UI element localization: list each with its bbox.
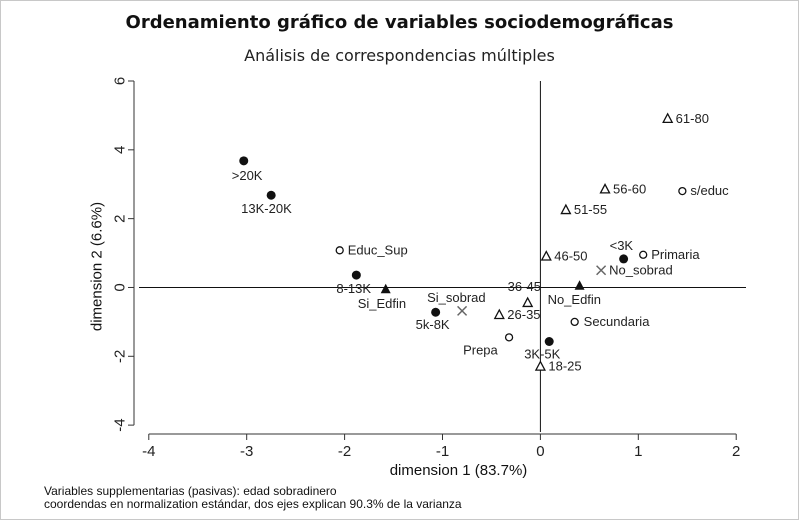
point-label: 26-35	[507, 307, 540, 322]
point-label: No_Edfin	[548, 292, 601, 307]
data-point: <3K	[610, 238, 634, 264]
data-point: 8-13K	[336, 270, 371, 296]
data-points: 61-80 >20K 13K-20K 56-60 s/educ 51-55 Educ_Sup…	[232, 111, 729, 374]
x-tick-label: 2	[732, 443, 740, 460]
x-axis-label: dimension 1 (83.7%)	[390, 462, 528, 479]
point-label: Si_sobrad	[427, 290, 486, 305]
x-tick-label: -2	[338, 443, 351, 460]
x-tick-label: -1	[436, 443, 449, 460]
data-point: Prepa	[463, 333, 514, 357]
data-point: 51-55	[560, 202, 607, 217]
point-marker	[662, 112, 674, 124]
y-tick-label: -2	[112, 350, 129, 363]
point-label: 51-55	[574, 202, 607, 217]
y-tick-label: 2	[112, 214, 129, 222]
point-label: 61-80	[676, 111, 709, 126]
x-tick-label: 1	[634, 443, 642, 460]
point-marker	[678, 186, 687, 196]
point-marker	[504, 333, 514, 342]
note-line-1: Variables supplementarias (pasivas): eda…	[44, 484, 337, 498]
axes: -4 -3 -2 -1 0 1 2 -4 -2 0 2 4 6	[112, 77, 741, 460]
data-point: 46-50	[540, 249, 588, 264]
data-point: 36-45	[508, 279, 541, 308]
point-marker	[431, 307, 441, 317]
data-point: Educ_Sup	[335, 242, 408, 257]
y-tick-label: 4	[112, 146, 129, 154]
point-label: 13K-20K	[241, 201, 292, 216]
point-label: 46-50	[554, 249, 587, 264]
data-point: 26-35	[493, 307, 541, 322]
point-marker	[493, 308, 505, 320]
point-marker	[534, 360, 546, 371]
chart-note: Variables supplementarias (pasivas): eda…	[44, 485, 462, 511]
data-point: 18-25	[534, 359, 582, 374]
point-marker	[574, 280, 585, 290]
data-point: Primaria	[639, 247, 700, 262]
point-label: 3K-5K	[524, 346, 560, 361]
x-tick-label: -3	[240, 443, 253, 460]
point-marker	[380, 283, 391, 294]
data-point: 56-60	[599, 181, 646, 196]
data-point: No_Edfin	[548, 280, 601, 307]
point-marker	[351, 270, 361, 280]
point-label: Primaria	[651, 247, 700, 262]
point-label: 5k-8K	[416, 317, 450, 332]
data-point: Si_Edfin	[358, 283, 406, 311]
point-label: Educ_Sup	[348, 242, 408, 257]
reference-lines	[139, 81, 746, 432]
chart-subtitle: Análisis de correspondencias múltiples	[244, 46, 555, 65]
point-marker	[266, 190, 276, 200]
point-marker	[639, 250, 648, 259]
point-marker	[522, 296, 534, 308]
data-point: 3K-5K	[524, 336, 561, 361]
point-marker	[596, 265, 607, 276]
point-label: 36-45	[508, 279, 541, 294]
note-line-2: coordendas en normalization estándar, do…	[44, 497, 462, 511]
point-label: <3K	[610, 238, 634, 253]
point-marker	[560, 203, 572, 215]
chart-title: Ordenamiento gráfico de variables sociod…	[125, 12, 674, 33]
point-label: >20K	[232, 168, 263, 183]
point-label: Prepa	[463, 342, 498, 357]
y-tick-label: 0	[112, 283, 129, 291]
point-label: Secundaria	[584, 314, 651, 329]
point-marker	[619, 254, 629, 264]
point-label: s/educ	[690, 183, 729, 198]
data-point: >20K	[232, 156, 263, 183]
point-marker	[544, 336, 554, 346]
point-marker	[540, 250, 552, 261]
data-point: 61-80	[662, 111, 709, 126]
point-label: No_sobrad	[609, 262, 673, 277]
data-point: 13K-20K	[241, 190, 292, 216]
y-tick-label: -4	[112, 418, 129, 431]
point-marker	[457, 305, 468, 316]
data-point: Secundaria	[570, 314, 651, 329]
data-point: 5k-8K	[416, 307, 450, 332]
point-marker	[599, 183, 611, 194]
x-tick-label: -4	[142, 443, 155, 460]
point-label: Si_Edfin	[358, 296, 406, 311]
y-tick-label: 6	[112, 77, 129, 85]
y-axis-label: dimension 2 (6.6%)	[89, 202, 106, 331]
point-marker	[239, 156, 249, 166]
point-label: 56-60	[613, 181, 646, 196]
point-label: 8-13K	[336, 281, 371, 296]
data-point: Si_sobrad	[427, 290, 486, 316]
point-marker	[335, 246, 344, 255]
x-tick-label: 0	[536, 443, 544, 460]
data-point: s/educ	[678, 183, 729, 198]
data-point: No_sobrad	[596, 262, 673, 277]
point-marker	[570, 317, 579, 327]
point-label: 18-25	[548, 359, 581, 374]
